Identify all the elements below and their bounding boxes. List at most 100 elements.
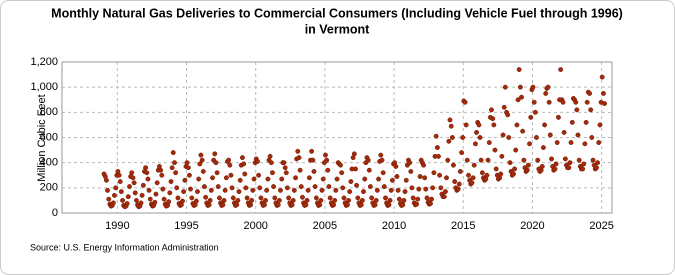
point [387, 197, 393, 203]
point [290, 197, 296, 203]
point [478, 157, 484, 163]
y-tick-label: 1,000 [30, 81, 58, 93]
point [378, 152, 384, 158]
point [283, 170, 289, 176]
point [317, 202, 323, 208]
point [215, 184, 221, 190]
point [117, 179, 123, 184]
point [263, 197, 268, 203]
point [214, 170, 220, 176]
point [361, 189, 366, 195]
point [257, 185, 263, 191]
point [250, 187, 256, 193]
point [358, 202, 364, 208]
point [484, 172, 490, 178]
point [447, 117, 453, 123]
point [193, 198, 199, 204]
point [373, 197, 379, 203]
point [542, 122, 548, 128]
y-tick-label: 400 [40, 157, 58, 169]
point [138, 200, 144, 206]
point [409, 185, 415, 191]
point [217, 195, 222, 201]
point [159, 172, 165, 178]
x-tick-label: 2005 [313, 220, 337, 232]
point [581, 161, 587, 167]
point [376, 176, 382, 182]
point [166, 199, 172, 205]
point [113, 185, 119, 191]
point [344, 202, 350, 208]
point [129, 170, 135, 176]
y-tick-label: 800 [40, 106, 58, 118]
point [513, 147, 519, 153]
point [272, 195, 278, 201]
point [379, 157, 385, 163]
point [248, 202, 254, 208]
point [229, 185, 235, 191]
point [249, 197, 255, 203]
point [511, 171, 516, 177]
point [539, 163, 545, 169]
point [289, 202, 295, 208]
point [293, 175, 299, 181]
point [543, 91, 549, 96]
point [199, 157, 205, 163]
point [449, 135, 455, 140]
point [353, 166, 358, 172]
point [474, 130, 479, 135]
point [516, 67, 522, 73]
point [527, 141, 532, 147]
point [472, 141, 478, 147]
point [531, 99, 537, 105]
point [519, 94, 524, 100]
point [561, 130, 567, 135]
x-tick-label: 2025 [589, 220, 613, 232]
point [279, 176, 285, 182]
point [457, 169, 463, 174]
point [424, 195, 430, 201]
point [161, 196, 167, 202]
point [220, 202, 226, 208]
point [131, 180, 137, 186]
point [402, 189, 408, 195]
point [460, 135, 466, 140]
point [417, 174, 423, 179]
point [154, 180, 160, 186]
point [433, 133, 439, 139]
point [354, 182, 360, 188]
point [490, 116, 496, 122]
point [493, 166, 499, 172]
point [125, 194, 131, 200]
point [388, 187, 394, 193]
point [200, 169, 206, 174]
point [521, 157, 527, 163]
point [106, 196, 112, 202]
point [116, 172, 122, 178]
y-tick-label: 1,200 [30, 56, 58, 68]
point [600, 91, 606, 96]
point [127, 184, 132, 190]
point [534, 135, 539, 140]
point [210, 175, 215, 181]
point [499, 153, 505, 159]
point [403, 177, 409, 183]
point [414, 201, 420, 207]
point [590, 157, 596, 163]
point [311, 169, 317, 174]
point [520, 128, 526, 134]
point [436, 153, 441, 159]
point [452, 179, 458, 184]
point [576, 157, 582, 163]
point [584, 99, 590, 105]
point [502, 84, 508, 90]
point [118, 189, 124, 195]
point [437, 172, 443, 178]
point [479, 170, 485, 176]
point [416, 186, 422, 192]
point [333, 187, 339, 193]
point [230, 195, 236, 201]
point [226, 157, 232, 163]
point [589, 135, 595, 140]
point [599, 74, 605, 80]
